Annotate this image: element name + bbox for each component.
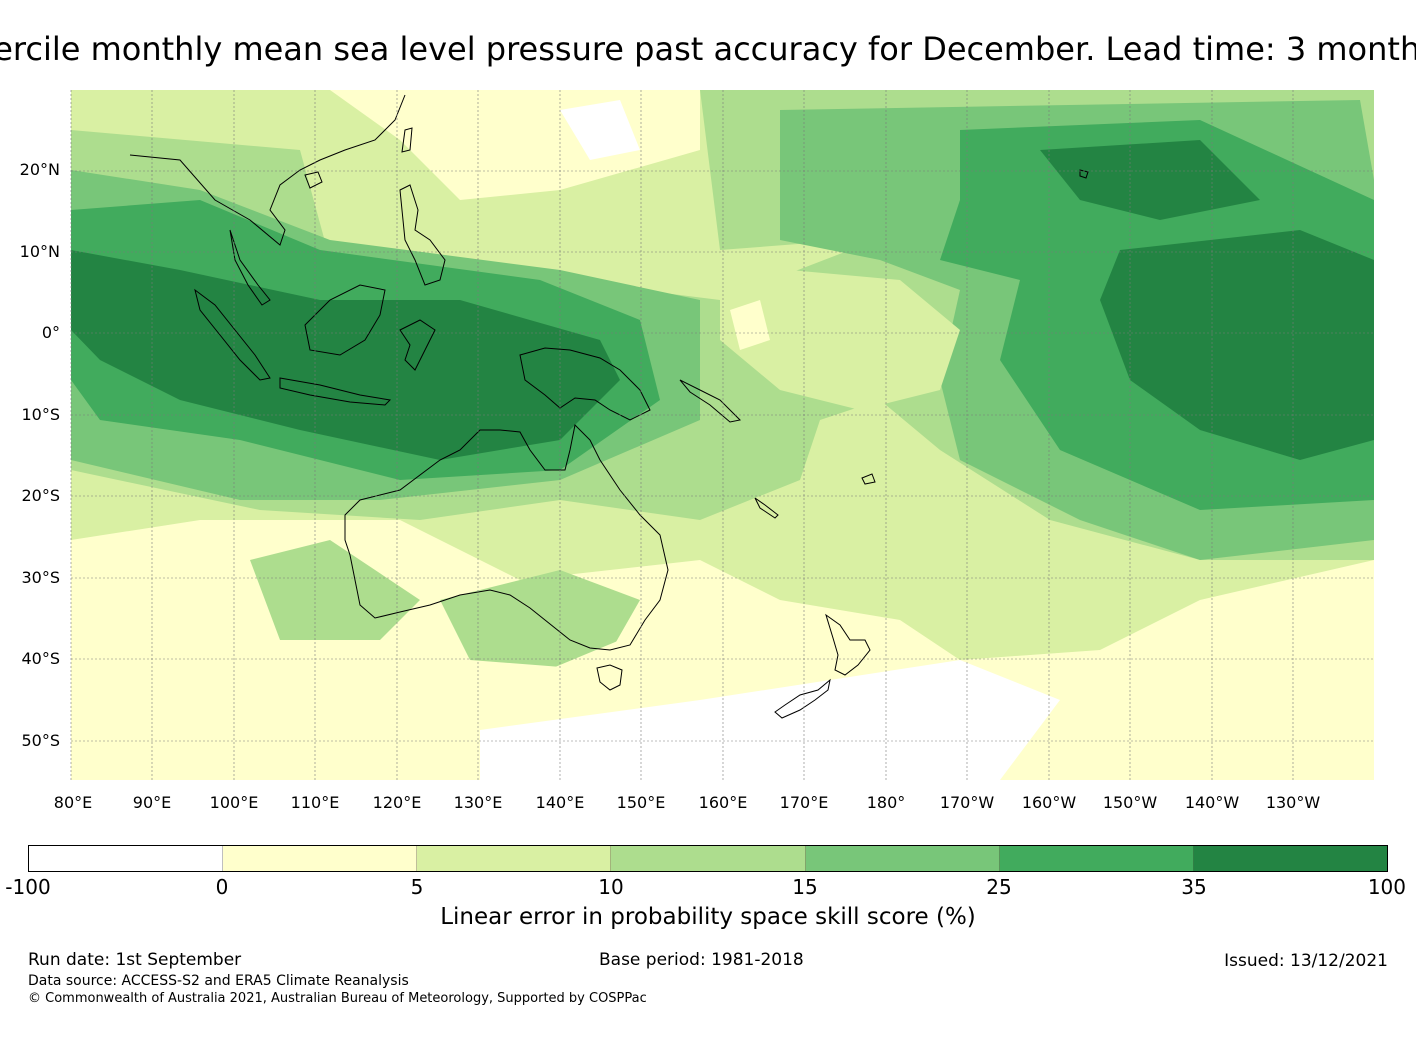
colorbar-segment bbox=[999, 846, 1194, 871]
lon-label: 180° bbox=[866, 793, 906, 812]
coastlines bbox=[129, 94, 1089, 719]
colorbar-tick: 10 bbox=[598, 875, 624, 899]
skill-region-central-low bbox=[720, 270, 960, 410]
coastline-sulawesi bbox=[399, 319, 436, 371]
coastline-philippines bbox=[399, 184, 446, 286]
colorbar-segment bbox=[29, 846, 224, 871]
lat-label: 20°S bbox=[21, 486, 60, 505]
colorbar-tick: -100 bbox=[5, 875, 51, 899]
lon-label: 160°E bbox=[698, 793, 748, 812]
colorbar bbox=[28, 845, 1388, 872]
coastline-taiwan bbox=[401, 127, 413, 153]
colorbar-segment bbox=[805, 846, 1000, 871]
skill-field bbox=[71, 90, 1374, 780]
lon-label: 160°W bbox=[1021, 793, 1077, 812]
colorbar-tick: 0 bbox=[215, 875, 229, 899]
lon-label: 130°W bbox=[1265, 793, 1321, 812]
map-title: Tercile monthly mean sea level pressure … bbox=[0, 30, 1416, 68]
lon-label: 100°E bbox=[209, 793, 259, 812]
lat-label: 10°S bbox=[21, 405, 60, 424]
skill-region-se-low bbox=[1180, 640, 1374, 780]
coastline-java bbox=[279, 377, 392, 406]
coastline-fiji bbox=[861, 473, 876, 485]
colorbar-segment bbox=[417, 846, 612, 871]
lat-label: 50°S bbox=[21, 731, 60, 750]
skill-region-south-mid bbox=[71, 500, 1374, 660]
coastline-new-zealand-north bbox=[825, 613, 871, 676]
colorbar-tick: 100 bbox=[1367, 875, 1406, 899]
lon-label: 170°E bbox=[779, 793, 829, 812]
lon-label: 120°E bbox=[372, 793, 422, 812]
skill-region-top-north bbox=[1040, 140, 1260, 220]
lon-label: 150°E bbox=[616, 793, 666, 812]
base-period: Base period: 1981-2018 bbox=[599, 950, 804, 970]
colorbar-segment bbox=[611, 846, 806, 871]
copyright: © Commonwealth of Australia 2021, Austra… bbox=[28, 991, 647, 1006]
skill-region-central-pale bbox=[730, 300, 770, 350]
colorbar-tick: 15 bbox=[792, 875, 818, 899]
colorbar-label: Linear error in probability space skill … bbox=[440, 904, 976, 930]
coastline-hawaii bbox=[1079, 169, 1089, 179]
lon-label: 90°E bbox=[132, 793, 172, 812]
data-source: Data source: ACCESS-S2 and ERA5 Climate … bbox=[28, 973, 409, 989]
coastline-new-guinea bbox=[519, 347, 651, 421]
skill-region-top-east bbox=[1100, 230, 1374, 460]
skill-region-top-west bbox=[71, 250, 620, 460]
lat-label: 30°S bbox=[21, 568, 60, 587]
coastline-new-caledonia bbox=[754, 497, 779, 519]
skill-region-south-neg bbox=[480, 660, 1060, 780]
colorbar-tick: 25 bbox=[986, 875, 1012, 899]
lon-label: 150°W bbox=[1102, 793, 1158, 812]
colorbar-tick: 5 bbox=[410, 875, 424, 899]
coastline-indochina bbox=[129, 94, 406, 246]
colorbar-segment bbox=[1193, 846, 1387, 871]
skill-region-australia-w bbox=[250, 540, 420, 640]
graticule bbox=[70, 90, 1374, 780]
lon-label: 110°E bbox=[290, 793, 340, 812]
coastline-borneo bbox=[304, 284, 386, 356]
coastline-australia bbox=[344, 423, 669, 651]
colorbar-segment bbox=[223, 846, 418, 871]
skill-region-australia-s bbox=[440, 570, 640, 670]
lat-label: 40°S bbox=[21, 649, 60, 668]
lon-label: 140°W bbox=[1184, 793, 1240, 812]
coastline-solomons bbox=[679, 379, 742, 423]
coastline-new-zealand-south bbox=[774, 678, 831, 719]
issued-date: Issued: 13/12/2021 bbox=[1224, 951, 1388, 971]
lon-label: 170°W bbox=[939, 793, 995, 812]
lon-label: 130°E bbox=[453, 793, 503, 812]
lon-label: 140°E bbox=[535, 793, 585, 812]
skill-region-north-neg bbox=[560, 100, 640, 160]
coastline-hainan bbox=[304, 171, 323, 189]
colorbar-tick: 35 bbox=[1181, 875, 1207, 899]
lon-label: 80°E bbox=[53, 793, 93, 812]
coastline-malay-peninsula bbox=[229, 229, 271, 306]
run-date: Run date: 1st September bbox=[28, 950, 242, 970]
coastline-sumatra bbox=[194, 288, 271, 381]
lat-label: 20°N bbox=[19, 160, 60, 179]
lat-label: 10°N bbox=[19, 242, 60, 261]
lat-label: 0° bbox=[41, 323, 60, 342]
coastline-tasmania bbox=[596, 664, 623, 691]
